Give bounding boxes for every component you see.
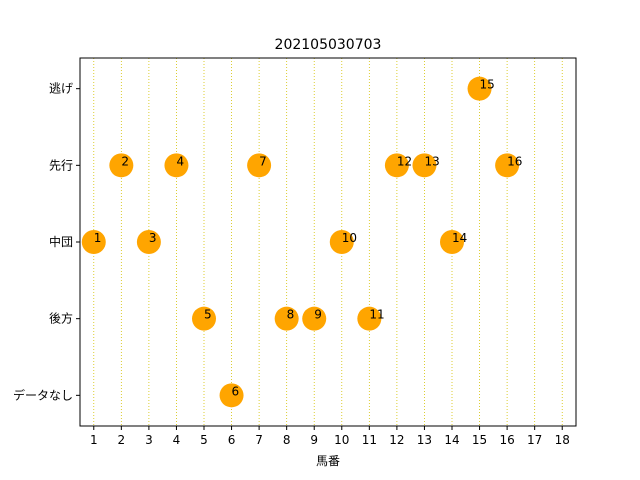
x-tick-label-12: 12 <box>389 433 404 447</box>
point-5 <box>192 306 216 331</box>
point-label-8: 8 <box>287 308 295 322</box>
point-label-4: 4 <box>176 154 184 168</box>
x-tick-label-18: 18 <box>555 433 570 447</box>
point-label-10: 10 <box>342 231 357 245</box>
point-2 <box>109 153 134 178</box>
point-13 <box>412 153 437 178</box>
x-axis-label: 馬番 <box>316 454 340 468</box>
point-label-12: 12 <box>397 154 412 168</box>
point-1 <box>81 230 106 254</box>
point-3 <box>136 230 161 254</box>
point-6 <box>219 383 244 408</box>
x-tick-label-3: 3 <box>145 433 153 447</box>
point-label-9: 9 <box>314 308 322 322</box>
x-tick-label-16: 16 <box>499 433 514 447</box>
point-label-16: 16 <box>507 154 522 168</box>
point-label-13: 13 <box>424 154 439 168</box>
point-7 <box>247 153 272 178</box>
x-tick-label-1: 1 <box>90 433 98 447</box>
point-14 <box>440 230 464 254</box>
y-tick-label-0: データなし <box>13 387 73 402</box>
point-15 <box>467 76 492 101</box>
y-tick-label-1: 後方 <box>49 311 73 326</box>
point-8 <box>274 306 299 331</box>
point-12 <box>384 153 409 178</box>
point-9 <box>302 306 327 331</box>
point-label-2: 2 <box>121 154 129 168</box>
x-tick-label-11: 11 <box>362 433 377 447</box>
x-tick-label-6: 6 <box>228 433 236 447</box>
x-tick-label-13: 13 <box>417 433 432 447</box>
point-label-11: 11 <box>369 308 384 322</box>
x-tick-label-15: 15 <box>472 433 487 447</box>
point-16 <box>495 153 520 178</box>
x-tick-label-2: 2 <box>118 433 126 447</box>
x-axis: 1 2 3 4 5 6 7 8 9 10 11 12 13 14 15 16 17 18 <box>90 426 570 447</box>
x-tick-label-4: 4 <box>173 433 181 447</box>
x-tick-label-17: 17 <box>527 433 542 447</box>
point-label-6: 6 <box>232 384 240 398</box>
point-label-5: 5 <box>204 308 212 322</box>
x-tick-label-14: 14 <box>444 433 459 447</box>
y-tick-label-4: 逃げ <box>49 82 73 96</box>
chart-title: 202105030703 <box>275 37 382 53</box>
point-label-3: 3 <box>149 231 157 245</box>
point-label-7: 7 <box>259 154 267 168</box>
x-tick-label-8: 8 <box>283 433 291 447</box>
x-tick-label-5: 5 <box>200 433 208 447</box>
y-tick-label-3: 先行 <box>49 158 73 172</box>
point-11 <box>357 306 382 331</box>
x-tick-label-9: 9 <box>310 433 318 447</box>
x-tick-label-7: 7 <box>255 433 263 447</box>
point-label-15: 15 <box>480 78 495 92</box>
point-label-1: 1 <box>94 231 102 245</box>
point-label-14: 14 <box>452 231 467 245</box>
y-tick-label-2: 中団 <box>49 234 73 249</box>
point-4 <box>164 153 189 178</box>
gridlines <box>93 58 563 426</box>
y-axis: データなし 後方 中団 先行 逃げ <box>13 82 80 402</box>
x-tick-label-10: 10 <box>334 433 349 447</box>
point-10 <box>329 230 354 254</box>
